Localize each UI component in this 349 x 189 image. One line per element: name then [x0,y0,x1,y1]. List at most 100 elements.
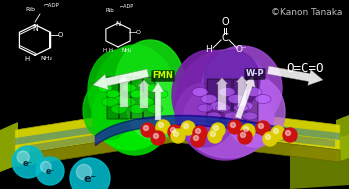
Circle shape [208,129,222,143]
FancyArrow shape [118,76,129,107]
Ellipse shape [215,104,230,112]
FancyArrow shape [267,66,323,85]
Ellipse shape [255,94,271,104]
Circle shape [271,126,285,140]
Circle shape [266,135,270,139]
Circle shape [241,124,255,138]
Text: e⁻: e⁻ [83,174,97,184]
Circle shape [191,133,205,147]
Ellipse shape [207,112,222,120]
FancyBboxPatch shape [107,77,119,119]
Text: C: C [222,33,228,43]
Polygon shape [15,130,340,167]
Polygon shape [115,40,185,130]
Circle shape [238,130,252,144]
Circle shape [171,129,185,143]
Text: O⁻: O⁻ [235,46,247,54]
Ellipse shape [138,98,154,106]
Polygon shape [83,80,133,140]
Polygon shape [15,114,340,145]
Circle shape [12,146,44,178]
Text: ©Kanon Tanaka: ©Kanon Tanaka [270,8,342,17]
Ellipse shape [210,101,226,111]
Polygon shape [172,50,248,140]
Text: H: H [24,56,30,62]
Ellipse shape [233,104,248,112]
Text: ⌐ADP: ⌐ADP [43,3,59,8]
Polygon shape [0,122,18,172]
FancyBboxPatch shape [119,77,131,119]
Polygon shape [175,50,275,160]
Ellipse shape [122,84,136,92]
Text: H: H [206,46,213,54]
Ellipse shape [198,104,213,112]
Text: Rib: Rib [106,8,114,13]
Circle shape [143,125,149,130]
Ellipse shape [111,105,127,114]
Ellipse shape [129,105,145,114]
Polygon shape [15,105,340,155]
Ellipse shape [146,84,160,92]
Text: e⁻: e⁻ [45,167,55,177]
Circle shape [184,123,188,129]
Polygon shape [88,50,148,130]
Text: O: O [136,29,141,35]
Text: e⁻: e⁻ [23,159,33,167]
Circle shape [141,123,155,137]
Ellipse shape [237,101,253,111]
Ellipse shape [106,90,120,98]
Text: NH₂: NH₂ [40,56,52,61]
Polygon shape [204,50,260,110]
Circle shape [171,128,176,132]
Polygon shape [92,80,168,150]
Text: O=C=O: O=C=O [286,61,324,74]
FancyBboxPatch shape [233,79,245,123]
Circle shape [240,132,245,138]
Ellipse shape [224,112,239,120]
Text: N: N [116,21,121,27]
Circle shape [193,136,199,140]
Circle shape [173,132,178,136]
FancyArrow shape [235,76,255,119]
Circle shape [17,151,29,163]
FancyBboxPatch shape [246,79,258,123]
Ellipse shape [130,90,144,98]
Circle shape [210,132,215,136]
Circle shape [76,164,91,180]
Text: O: O [58,32,64,38]
Circle shape [36,157,64,185]
Ellipse shape [120,98,136,106]
Ellipse shape [201,94,217,104]
Text: N: N [32,24,38,33]
Polygon shape [290,135,349,189]
Ellipse shape [228,94,244,104]
Ellipse shape [219,88,235,97]
Text: W-P: W-P [246,70,264,78]
Text: NH₂: NH₂ [122,48,132,53]
FancyArrow shape [93,69,149,90]
Polygon shape [175,83,235,147]
Polygon shape [93,45,177,155]
Polygon shape [30,122,335,152]
Ellipse shape [98,84,112,92]
Ellipse shape [138,96,152,104]
Circle shape [230,122,236,128]
Circle shape [256,121,270,135]
Circle shape [151,131,165,145]
Ellipse shape [243,112,258,120]
Circle shape [211,123,225,137]
Text: Rib: Rib [25,7,35,12]
Circle shape [285,130,290,136]
Circle shape [154,133,158,139]
Circle shape [259,123,263,129]
Circle shape [274,129,279,133]
FancyBboxPatch shape [207,79,219,123]
Circle shape [263,132,277,146]
Ellipse shape [192,88,208,97]
Circle shape [70,158,110,189]
Circle shape [195,129,200,133]
Circle shape [158,122,163,128]
Ellipse shape [102,98,118,106]
Ellipse shape [246,88,262,97]
Polygon shape [183,82,273,158]
